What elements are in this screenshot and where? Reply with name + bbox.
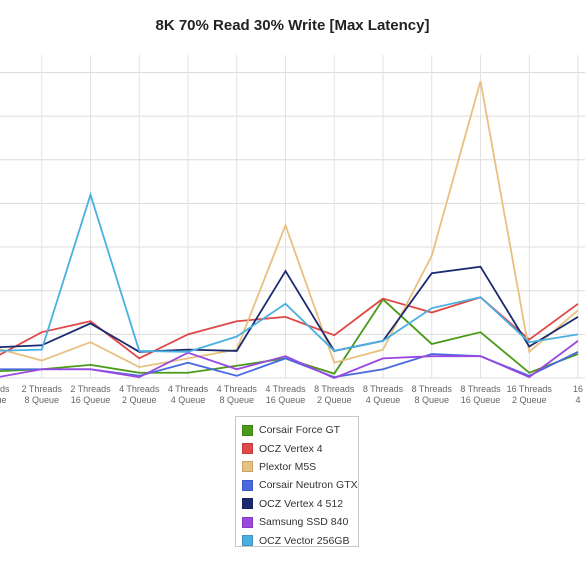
x-tick-label: 8 Threads 16 Queue	[460, 384, 501, 405]
x-tick-label: 8 Threads 2 Queue	[314, 384, 355, 405]
legend: Corsair Force GT OCZ Vertex 4 Plextor M5S C…	[235, 416, 359, 547]
series-line-samsung-ssd-840	[0, 340, 579, 379]
x-tick-label: 8 Threads 4 Queue	[363, 384, 404, 405]
x-tick-label: 16 4	[573, 384, 583, 405]
x-tick-label: ThreadsQueue	[0, 384, 10, 405]
legend-label: Samsung SSD 840	[259, 516, 349, 529]
legend-swatch	[242, 535, 253, 547]
legend-label: OCZ Vertex 4 512	[259, 497, 344, 510]
legend-swatch	[242, 443, 253, 455]
legend-item: OCZ Vertex 4 512	[242, 495, 358, 513]
legend-swatch	[242, 461, 253, 473]
grid-layer	[0, 55, 585, 379]
legend-swatch	[242, 498, 253, 510]
legend-label: Corsair Force GT	[259, 424, 341, 437]
x-tick-label: 2 Threads 16 Queue	[70, 384, 111, 405]
legend-item: OCZ Vector 256GB	[242, 531, 358, 549]
legend-label: OCZ Vector 256GB	[259, 534, 350, 547]
legend-item: Plextor M5S	[242, 458, 358, 476]
legend-item: OCZ Vertex 4	[242, 439, 358, 457]
series-line-ocz-vertex-4-512	[0, 265, 579, 353]
x-tick-label: 4 Threads 8 Queue	[217, 384, 258, 405]
x-tick-label: 8 Threads 8 Queue	[412, 384, 453, 405]
x-tick-label: 4 Threads 4 Queue	[168, 384, 209, 405]
series-layer	[0, 80, 579, 379]
x-tick-label: 4 Threads 16 Queue	[265, 384, 306, 405]
legend-swatch	[242, 516, 253, 528]
legend-swatch	[242, 424, 253, 436]
legend-item: Samsung SSD 840	[242, 513, 358, 531]
series-line-corsair-force-gt	[0, 298, 579, 375]
legend-swatch	[242, 479, 253, 491]
legend-label: OCZ Vertex 4	[259, 442, 323, 455]
legend-label: Plextor M5S	[259, 460, 317, 473]
chart-title: 8K 70% Read 30% Write [Max Latency]	[155, 17, 430, 34]
legend-item: Corsair Force GT	[242, 421, 358, 439]
x-tick-label: 4 Threads 2 Queue	[119, 384, 160, 405]
series-line-ocz-vector-256gb	[0, 191, 579, 353]
legend-item: Corsair Neutron GTX	[242, 476, 358, 494]
x-tick-label: 2 Threads 8 Queue	[22, 384, 63, 405]
series-line-plextor-m5s	[0, 80, 579, 369]
legend-label: Corsair Neutron GTX	[259, 479, 358, 492]
x-tick-label: 16 Threads 2 Queue	[507, 384, 553, 405]
